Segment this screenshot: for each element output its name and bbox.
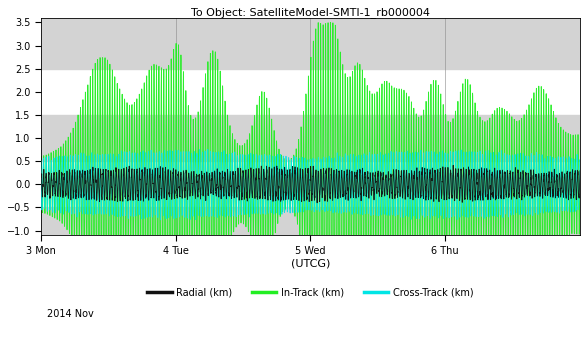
X-axis label: (UTCG): (UTCG): [291, 258, 330, 268]
Bar: [41, 207, 580, 235]
Bar: [41, 115, 580, 161]
Text: 2014 Nov: 2014 Nov: [47, 309, 94, 319]
Bar: [41, 18, 580, 69]
Legend: Radial (km), In-Track (km), Cross-Track (km): Radial (km), In-Track (km), Cross-Track …: [143, 284, 477, 301]
Title: To Object: SatelliteModel-SMTI-1_rb000004: To Object: SatelliteModel-SMTI-1_rb00000…: [191, 7, 430, 18]
